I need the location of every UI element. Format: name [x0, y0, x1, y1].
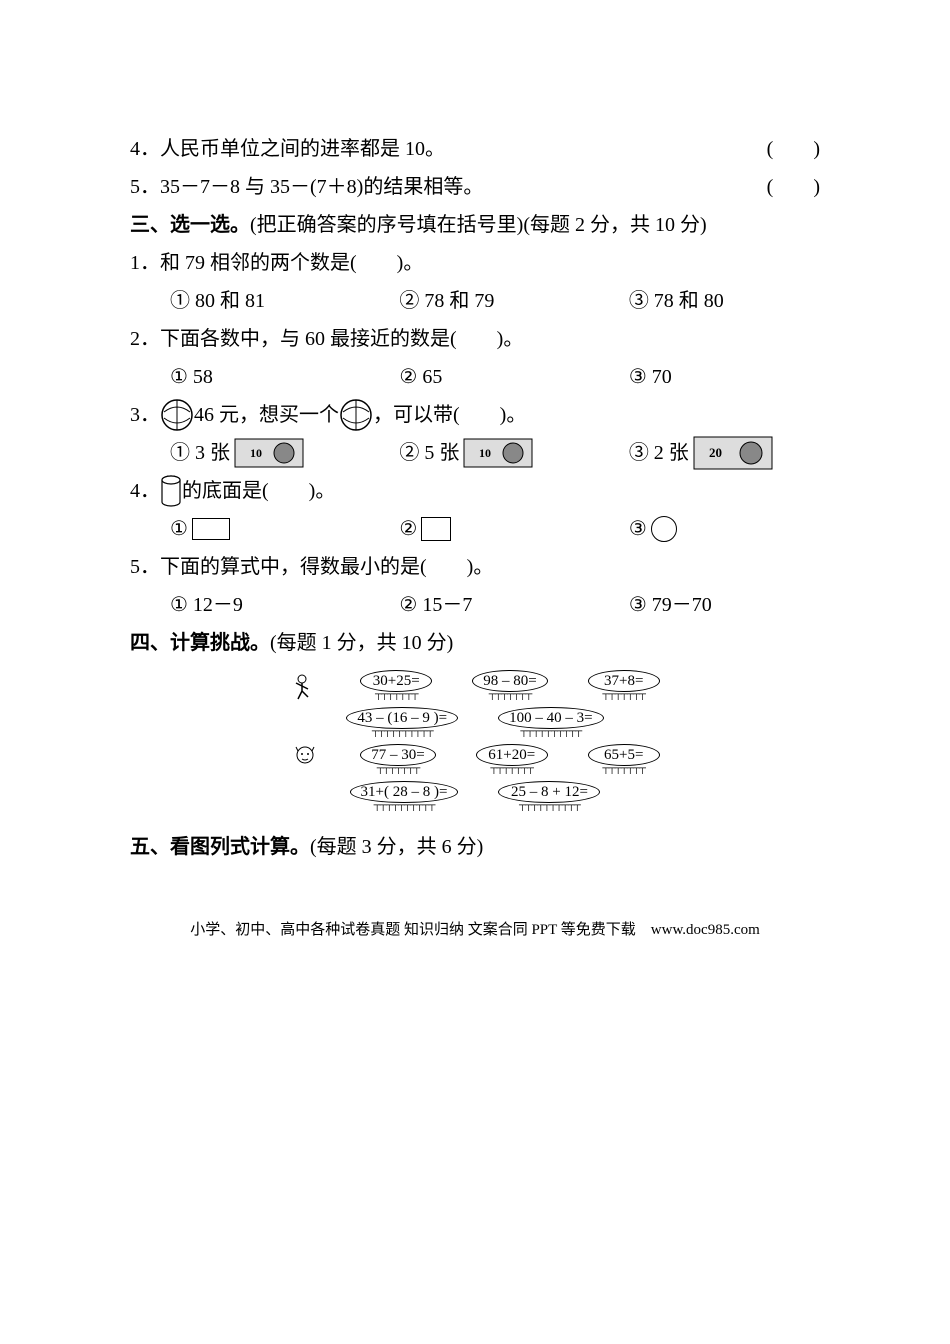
- hurdle-base: ┬┬┬┬┬┬┬: [375, 691, 418, 701]
- square-icon: [421, 517, 451, 541]
- s3-q1-opt3: ③ 78 和 80: [629, 282, 820, 320]
- s3-q4-opt3: ③: [629, 510, 820, 548]
- opt-label: ③ 2 张: [629, 434, 689, 472]
- s3-q4-opt1: ①: [170, 510, 399, 548]
- cylinder-icon: [160, 475, 182, 507]
- s3-q3-opt3: ③ 2 张 20: [629, 434, 820, 472]
- q5-blank: ( ): [767, 168, 820, 206]
- hurdle: 98 – 80=┬┬┬┬┬┬┬: [472, 670, 547, 701]
- question-4-tf: 4．人民币单位之间的进率都是 10。 ( ): [130, 130, 820, 168]
- runner-icon: [290, 745, 320, 775]
- hurdle-base: ┬┬┬┬┬┬┬: [489, 691, 532, 701]
- hurdle: 65+5=┬┬┬┬┬┬┬: [588, 744, 660, 775]
- section-5-title: 五、看图列式计算。: [130, 836, 310, 858]
- hurdle-base: ┬┬┬┬┬┬┬┬┬┬: [372, 728, 433, 738]
- s3-q5: 5．下面的算式中，得数最小的是( )。 ① 12－9 ② 15－7 ③ 79－7…: [130, 548, 820, 624]
- hurdle-base: ┬┬┬┬┬┬┬: [377, 765, 420, 775]
- question-5-tf: 5．35－7－8 与 35－(7＋8)的结果相等。 ( ): [130, 168, 820, 206]
- hurdle: 61+20=┬┬┬┬┬┬┬: [476, 744, 548, 775]
- page-footer: 小学、初中、高中各种试卷真题 知识归纳 文案合同 PPT 等免费下载 www.d…: [130, 916, 820, 945]
- opt-label: ②: [399, 510, 417, 548]
- s3-q2-stem: 2．下面各数中，与 60 最接近的数是( )。: [130, 320, 820, 358]
- section-3-note: (把正确答案的序号填在括号里)(每题 2 分，共 10 分): [250, 214, 707, 236]
- s3-q3: 3． 46 元，想买一个 ，可以带( )。 ① 3 张 10 ② 5 张 10: [130, 396, 820, 472]
- opt-label: ② 5 张: [399, 434, 459, 472]
- s3-q3-opt2: ② 5 张 10: [399, 434, 628, 472]
- svg-text:20: 20: [709, 445, 722, 460]
- q4-blank: ( ): [767, 130, 820, 168]
- q5-text: 5．35－7－8 与 35－(7＋8)的结果相等。: [130, 168, 483, 206]
- svg-text:10: 10: [250, 446, 262, 460]
- hurdle-row-1: 30+25=┬┬┬┬┬┬┬ 98 – 80=┬┬┬┬┬┬┬ 37+8=┬┬┬┬┬…: [290, 670, 659, 701]
- s3-q5-options: ① 12－9 ② 15－7 ③ 79－70: [130, 586, 820, 624]
- s3-q2-opt3: ③ 70: [629, 358, 820, 396]
- hurdle: 25 – 8 + 12=┬┬┬┬┬┬┬┬┬┬: [498, 781, 600, 812]
- s3-q4-options: ① ② ③: [130, 510, 820, 548]
- hurdle-row-4: 31+( 28 – 8 )=┬┬┬┬┬┬┬┬┬┬ 25 – 8 + 12=┬┬┬…: [350, 781, 601, 812]
- hurdle: 31+( 28 – 8 )=┬┬┬┬┬┬┬┬┬┬: [350, 781, 459, 812]
- hurdle-base: ┬┬┬┬┬┬┬: [602, 691, 645, 701]
- ball-icon: [339, 398, 373, 432]
- s3-q1: 1．和 79 相邻的两个数是( )。 ① 80 和 81 ② 78 和 79 ③…: [130, 244, 820, 320]
- q4-text: 4．人民币单位之间的进率都是 10。: [130, 130, 445, 168]
- runner-icon: [290, 671, 320, 701]
- s3-q3-stem-row: 3． 46 元，想买一个 ，可以带( )。: [130, 396, 820, 434]
- s3-q4: 4． 的底面是( )。 ① ② ③: [130, 472, 820, 548]
- s3-q2-opt1: ① 58: [170, 358, 399, 396]
- svg-text:10: 10: [479, 446, 491, 460]
- section-4-note: (每题 1 分，共 10 分): [270, 632, 453, 654]
- s3-q3-mid1: 46 元，想买一个: [194, 396, 339, 434]
- section-3-title: 三、选一选。: [130, 214, 250, 236]
- section-4-title: 四、计算挑战。: [130, 632, 270, 654]
- s3-q3-options: ① 3 张 10 ② 5 张 10 ③ 2 张 20: [130, 434, 820, 472]
- hurdle-base: ┬┬┬┬┬┬┬┬┬┬: [520, 728, 581, 738]
- s3-q3-opt1: ① 3 张 10: [170, 434, 399, 472]
- worksheet-page: 4．人民币单位之间的进率都是 10。 ( ) 5．35－7－8 与 35－(7＋…: [0, 0, 950, 1005]
- section-5-note: (每题 3 分，共 6 分): [310, 836, 483, 858]
- opt-label: ① 3 张: [170, 434, 230, 472]
- opt-label: ①: [170, 510, 188, 548]
- banknote-icon: 20: [693, 436, 773, 470]
- hurdle: 100 – 40 – 3=┬┬┬┬┬┬┬┬┬┬: [498, 707, 603, 738]
- banknote-icon: 10: [234, 438, 304, 468]
- hurdle: 30+25=┬┬┬┬┬┬┬: [360, 670, 432, 701]
- hurdle-row-3: 77 – 30=┬┬┬┬┬┬┬ 61+20=┬┬┬┬┬┬┬ 65+5=┬┬┬┬┬…: [290, 744, 659, 775]
- s3-q1-options: ① 80 和 81 ② 78 和 79 ③ 78 和 80: [130, 282, 820, 320]
- hurdle-base: ┬┬┬┬┬┬┬┬┬┬: [374, 802, 435, 812]
- circle-icon: [651, 516, 677, 542]
- s3-q4-opt2: ②: [399, 510, 628, 548]
- banknote-icon: 10: [463, 438, 533, 468]
- s3-q1-stem: 1．和 79 相邻的两个数是( )。: [130, 244, 820, 282]
- s3-q1-opt2: ② 78 和 79: [399, 282, 628, 320]
- s3-q4-stem-row: 4． 的底面是( )。: [130, 472, 820, 510]
- s3-q3-mid2: ，可以带( )。: [373, 396, 526, 434]
- hurdle-base: ┬┬┬┬┬┬┬┬┬┬: [519, 802, 580, 812]
- hurdle-row-2: 43 – (16 – 9 )=┬┬┬┬┬┬┬┬┬┬ 100 – 40 – 3=┬…: [346, 707, 603, 738]
- section-4-heading: 四、计算挑战。(每题 1 分，共 10 分): [130, 624, 820, 662]
- rectangle-icon: [192, 518, 230, 540]
- ball-icon: [160, 398, 194, 432]
- s3-q4-prefix: 4．: [130, 472, 160, 510]
- section-5-heading: 五、看图列式计算。(每题 3 分，共 6 分): [130, 828, 820, 866]
- hurdle-base: ┬┬┬┬┬┬┬: [602, 765, 645, 775]
- s3-q2-opt2: ② 65: [399, 358, 628, 396]
- s3-q2-options: ① 58 ② 65 ③ 70: [130, 358, 820, 396]
- section-3-heading: 三、选一选。(把正确答案的序号填在括号里)(每题 2 分，共 10 分): [130, 206, 820, 244]
- s3-q4-suffix: 的底面是( )。: [182, 472, 335, 510]
- hurdle: 43 – (16 – 9 )=┬┬┬┬┬┬┬┬┬┬: [346, 707, 458, 738]
- s3-q3-prefix: 3．: [130, 396, 160, 434]
- s3-q5-opt2: ② 15－7: [399, 586, 628, 624]
- hurdles-diagram: 30+25=┬┬┬┬┬┬┬ 98 – 80=┬┬┬┬┬┬┬ 37+8=┬┬┬┬┬…: [130, 670, 820, 812]
- hurdle: 37+8=┬┬┬┬┬┬┬: [588, 670, 660, 701]
- hurdle-base: ┬┬┬┬┬┬┬: [490, 765, 533, 775]
- s3-q2: 2．下面各数中，与 60 最接近的数是( )。 ① 58 ② 65 ③ 70: [130, 320, 820, 396]
- s3-q5-opt3: ③ 79－70: [629, 586, 820, 624]
- s3-q1-opt1: ① 80 和 81: [170, 282, 399, 320]
- s3-q5-opt1: ① 12－9: [170, 586, 399, 624]
- hurdle: 77 – 30=┬┬┬┬┬┬┬: [360, 744, 435, 775]
- s3-q5-stem: 5．下面的算式中，得数最小的是( )。: [130, 548, 820, 586]
- opt-label: ③: [629, 510, 647, 548]
